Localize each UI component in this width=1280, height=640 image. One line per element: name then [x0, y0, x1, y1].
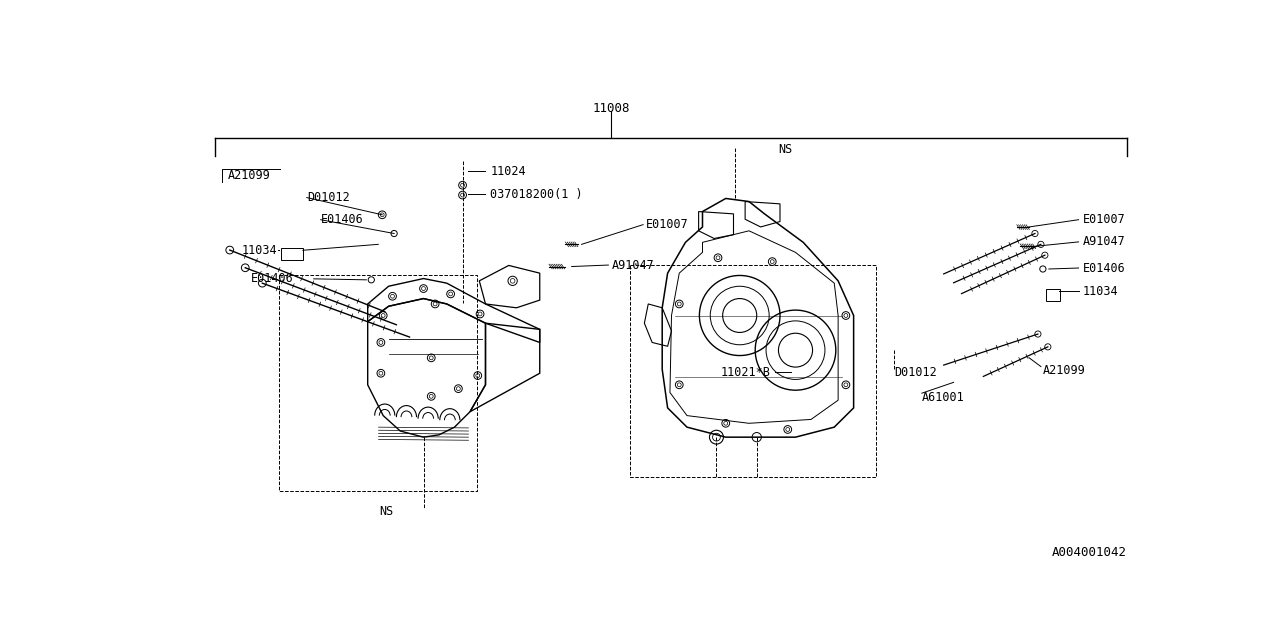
- Text: D01012: D01012: [895, 366, 937, 379]
- Text: 037018200(1 ): 037018200(1 ): [490, 188, 582, 200]
- Text: E01406: E01406: [1083, 262, 1125, 275]
- Text: NS: NS: [379, 505, 393, 518]
- Text: A21099: A21099: [228, 169, 270, 182]
- Text: 11034: 11034: [242, 244, 276, 257]
- Bar: [282, 248, 303, 260]
- Text: NS: NS: [778, 143, 792, 156]
- Text: D01012: D01012: [307, 191, 349, 204]
- Text: 11008: 11008: [593, 102, 630, 115]
- Bar: [1046, 289, 1060, 301]
- Text: 11034: 11034: [1083, 285, 1119, 298]
- Text: A91047: A91047: [612, 259, 654, 271]
- Text: 11021*B: 11021*B: [721, 366, 771, 379]
- Text: A61001: A61001: [922, 390, 965, 404]
- Text: A21099: A21099: [1043, 364, 1085, 376]
- Text: E01406: E01406: [251, 273, 294, 285]
- Text: A004001042: A004001042: [1052, 546, 1128, 559]
- Bar: [279, 275, 477, 491]
- Text: E01406: E01406: [321, 213, 364, 226]
- Text: E01007: E01007: [646, 218, 689, 231]
- Text: 11024: 11024: [490, 165, 526, 178]
- Bar: [630, 266, 876, 477]
- Text: E01007: E01007: [1083, 213, 1125, 226]
- Text: A91047: A91047: [1083, 236, 1125, 248]
